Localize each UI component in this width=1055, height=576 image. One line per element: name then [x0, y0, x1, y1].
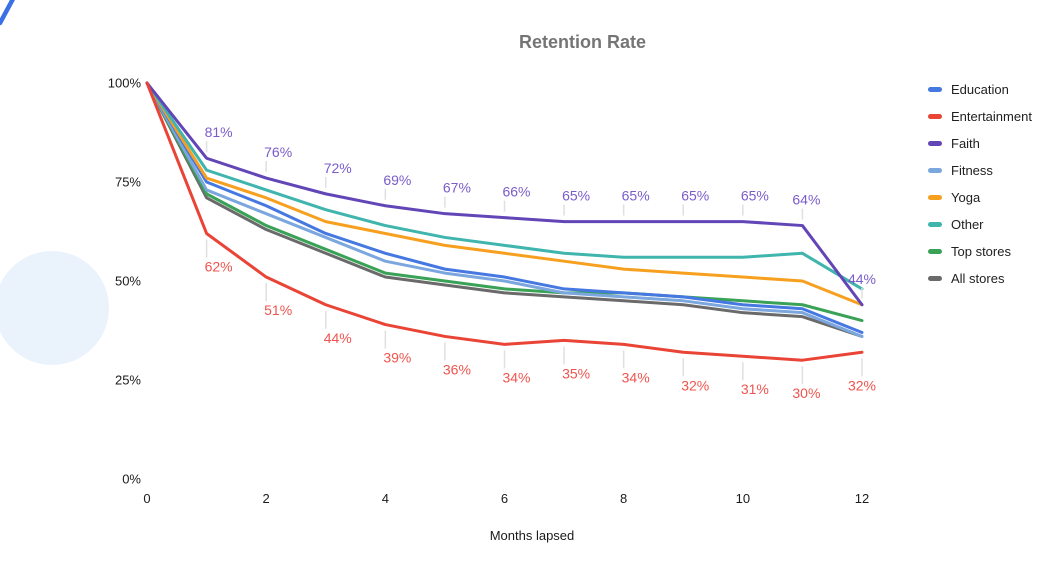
series-line-fitness	[145, 81, 864, 338]
data-label-entertainment: 62%	[205, 258, 233, 274]
series-line-entertainment	[145, 81, 864, 362]
series-line-yoga	[145, 81, 864, 307]
chart-title: Retention Rate	[518, 32, 646, 52]
chart-legend: Education Entertainment Faith Fitness Yoga Ot…	[928, 76, 1032, 292]
data-label-faith: 44%	[848, 271, 876, 287]
data-label-faith: 65%	[562, 188, 590, 204]
data-label-entertainment: 30%	[792, 385, 820, 401]
data-label-faith: 67%	[443, 180, 471, 196]
x-axis-tick-label: 12	[855, 491, 869, 506]
legend-item-yoga[interactable]: Yoga	[928, 184, 1032, 211]
legend-item-entertainment[interactable]: Entertainment	[928, 103, 1032, 130]
legend-item-other[interactable]: Other	[928, 211, 1032, 238]
data-label-faith: 65%	[741, 188, 769, 204]
legend-item-fitness[interactable]: Fitness	[928, 157, 1032, 184]
x-axis-tick-label: 2	[263, 491, 270, 506]
y-axis-tick-label: 100%	[108, 76, 142, 91]
data-label-entertainment: 35%	[562, 365, 590, 381]
decorative-circle	[0, 251, 109, 365]
legend-marker-icon	[928, 168, 942, 173]
data-label-entertainment: 44%	[324, 330, 352, 346]
legend-label: Education	[951, 82, 1009, 97]
legend-label: All stores	[951, 271, 1005, 286]
series-line-all-stores	[145, 81, 864, 338]
y-axis-tick-label: 50%	[115, 274, 141, 289]
data-label-entertainment: 51%	[264, 302, 292, 318]
data-label-entertainment: 32%	[848, 377, 876, 393]
legend-marker-icon	[928, 249, 942, 254]
data-label-faith: 69%	[383, 172, 411, 188]
legend-label: Entertainment	[951, 109, 1032, 124]
data-label-faith: 65%	[681, 188, 709, 204]
legend-marker-icon	[928, 114, 942, 119]
data-label-entertainment: 34%	[502, 369, 530, 385]
legend-item-faith[interactable]: Faith	[928, 130, 1032, 157]
data-label-entertainment: 39%	[383, 350, 411, 366]
data-label-faith: 66%	[502, 184, 530, 200]
data-label-faith: 72%	[324, 160, 352, 176]
data-label-entertainment: 31%	[741, 381, 769, 397]
legend-marker-icon	[928, 141, 942, 146]
x-axis-tick-label: 0	[143, 491, 150, 506]
legend-label: Fitness	[951, 163, 993, 178]
data-label-faith: 65%	[622, 188, 650, 204]
legend-marker-icon	[928, 195, 942, 200]
legend-label: Yoga	[951, 190, 981, 205]
legend-item-education[interactable]: Education	[928, 76, 1032, 103]
data-label-faith: 81%	[205, 124, 233, 140]
x-axis-tick-label: 10	[736, 491, 750, 506]
data-label-entertainment: 32%	[681, 377, 709, 393]
x-axis-title: Months lapsed	[490, 528, 575, 543]
data-label-entertainment: 36%	[443, 361, 471, 377]
legend-label: Top stores	[951, 244, 1011, 259]
data-label-faith: 64%	[792, 192, 820, 208]
legend-label: Other	[951, 217, 984, 232]
decorative-corner-stroke	[0, 0, 15, 26]
series-line-top-stores	[145, 81, 864, 323]
y-axis-tick-label: 25%	[115, 373, 141, 388]
legend-item-all-stores[interactable]: All stores	[928, 265, 1032, 292]
y-axis-tick-label: 0%	[122, 472, 141, 487]
legend-marker-icon	[928, 222, 942, 227]
series-line-faith	[145, 81, 864, 307]
y-axis-tick-label: 75%	[115, 175, 141, 190]
x-axis-tick-label: 4	[382, 491, 389, 506]
legend-marker-icon	[928, 276, 942, 281]
series-line-other	[145, 81, 864, 291]
series-line-education	[145, 81, 864, 334]
x-axis-tick-label: 6	[501, 491, 508, 506]
data-label-entertainment: 34%	[622, 369, 650, 385]
legend-label: Faith	[951, 136, 980, 151]
legend-marker-icon	[928, 87, 942, 92]
x-axis-tick-label: 8	[620, 491, 627, 506]
legend-item-top-stores[interactable]: Top stores	[928, 238, 1032, 265]
data-label-faith: 76%	[264, 144, 292, 160]
